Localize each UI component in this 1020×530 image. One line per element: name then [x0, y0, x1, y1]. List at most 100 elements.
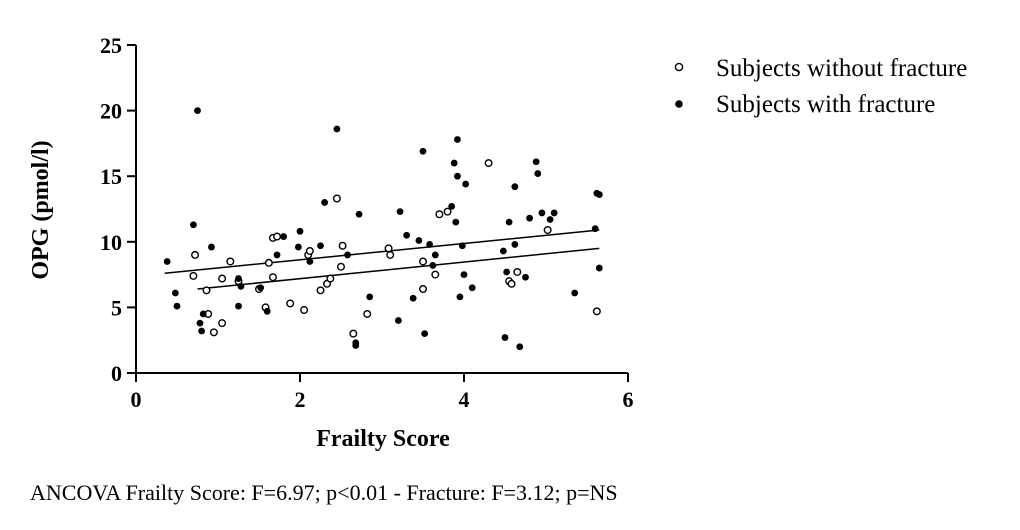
- point-with-fracture: [426, 241, 433, 248]
- x-tick-label: 6: [623, 387, 634, 412]
- regression-lines: [164, 229, 600, 290]
- point-without-fracture: [305, 246, 314, 255]
- point-with-fracture: [237, 283, 245, 290]
- point-without-fracture: [543, 225, 552, 234]
- point-without-fracture: [226, 257, 235, 266]
- point-with-fracture: [171, 289, 179, 297]
- point-without-fracture: [431, 270, 440, 279]
- point-with-fracture: [419, 147, 427, 155]
- y-tick-label: 25: [100, 33, 122, 58]
- point-without-fracture: [191, 250, 200, 259]
- point-without-fracture: [189, 271, 198, 280]
- regression-line: [164, 229, 600, 275]
- y-tick-label: 0: [111, 361, 122, 386]
- point-with-fracture: [503, 268, 511, 276]
- y-tick-label: 5: [111, 295, 122, 320]
- x-axis-title: Frailty Score: [316, 426, 450, 452]
- y-axis-title: OPG (pmol/l): [28, 140, 54, 279]
- point-with-fracture: [499, 247, 507, 255]
- point-without-fracture: [338, 241, 347, 250]
- point-with-fracture: [366, 293, 374, 301]
- point-with-fracture: [321, 199, 328, 206]
- point-with-fracture: [415, 237, 423, 244]
- point-with-fracture: [462, 180, 470, 188]
- point-without-fracture: [273, 232, 282, 241]
- point-with-fracture: [591, 225, 599, 233]
- point-without-fracture: [202, 286, 211, 295]
- point-with-fracture: [294, 243, 302, 251]
- point-with-fracture: [317, 242, 324, 250]
- point-with-fracture: [452, 218, 460, 226]
- point-with-fracture: [526, 214, 533, 222]
- point-without-fracture: [268, 273, 277, 282]
- y-tick-label: 20: [100, 99, 122, 124]
- point-with-fracture: [208, 243, 215, 251]
- point-with-fracture: [534, 170, 542, 177]
- point-with-fracture: [280, 233, 287, 240]
- point-with-fracture: [448, 202, 456, 210]
- x-tick-label: 0: [131, 387, 142, 412]
- point-with-fracture: [273, 251, 281, 259]
- point-without-fracture: [419, 257, 428, 266]
- point-with-fracture: [235, 275, 242, 282]
- point-with-fracture: [550, 209, 558, 217]
- point-with-fracture: [199, 310, 207, 318]
- point-with-fracture: [468, 284, 476, 292]
- point-with-fracture: [505, 218, 513, 226]
- point-with-fracture: [306, 258, 314, 265]
- legend-label-with-fracture: Subjects with fracture: [716, 91, 935, 118]
- x-axis-ticks: 0 2 4 6: [131, 373, 634, 412]
- y-tick-label: 10: [100, 230, 122, 255]
- point-without-fracture: [386, 250, 395, 259]
- point-without-fracture: [384, 244, 393, 253]
- point-with-fracture: [595, 264, 603, 272]
- point-without-fracture: [419, 285, 428, 294]
- point-without-fracture: [349, 329, 358, 338]
- legend-marker-with-fracture: [675, 100, 683, 108]
- point-with-fracture: [198, 327, 206, 335]
- point-with-fracture: [333, 125, 341, 133]
- point-with-fracture: [532, 158, 540, 166]
- point-without-fracture: [209, 328, 218, 337]
- point-with-fracture: [522, 273, 529, 281]
- point-with-fracture: [429, 262, 437, 269]
- point-with-fracture: [296, 227, 304, 235]
- point-with-fracture: [421, 330, 429, 338]
- point-without-fracture: [264, 258, 273, 267]
- point-with-fracture: [163, 258, 171, 265]
- plot-area: 0 2 4 6 0 5 10 15 20 25: [100, 33, 634, 412]
- point-without-fracture: [592, 307, 601, 316]
- point-with-fracture: [456, 293, 464, 301]
- y-tick-label: 15: [100, 164, 122, 189]
- point-with-fracture: [355, 210, 363, 218]
- point-without-fracture: [484, 159, 493, 168]
- legend-marker-without-fracture: [674, 62, 684, 72]
- legend-label-without-fracture: Subjects without fracture: [716, 55, 967, 82]
- point-with-fracture: [344, 251, 351, 259]
- legend: Subjects without fracture Subjects with …: [674, 55, 967, 118]
- point-without-fracture: [363, 309, 372, 318]
- point-with-fracture: [571, 289, 579, 297]
- point-with-fracture: [173, 302, 181, 310]
- data-points: [163, 107, 603, 351]
- point-without-fracture: [507, 279, 516, 288]
- regression-line: [197, 247, 600, 290]
- point-without-fracture: [513, 267, 522, 276]
- point-with-fracture: [409, 294, 417, 302]
- point-with-fracture: [450, 159, 458, 167]
- point-with-fracture: [403, 231, 410, 239]
- point-without-fracture: [316, 286, 325, 295]
- point-with-fracture: [511, 241, 519, 248]
- point-with-fracture: [501, 334, 509, 341]
- point-without-fracture: [300, 306, 309, 315]
- point-with-fracture: [546, 216, 554, 223]
- point-with-fracture: [458, 242, 466, 250]
- point-with-fracture: [235, 302, 242, 310]
- point-with-fracture: [511, 183, 519, 191]
- y-axis-ticks: 0 5 10 15 20 25: [100, 33, 136, 386]
- point-with-fracture: [595, 191, 603, 198]
- point-with-fracture: [538, 209, 546, 217]
- point-without-fracture: [286, 299, 295, 308]
- point-with-fracture: [190, 221, 197, 229]
